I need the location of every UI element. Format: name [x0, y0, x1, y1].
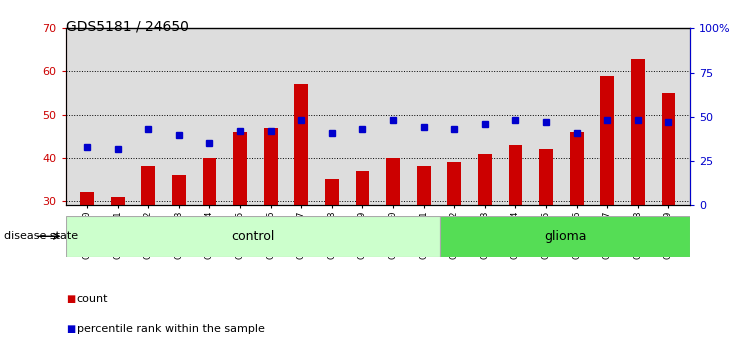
Bar [600, 76, 614, 205]
Bar [172, 175, 186, 205]
Bar [417, 166, 431, 205]
Bar [66, 216, 440, 257]
Bar [386, 158, 400, 205]
Text: control: control [231, 230, 274, 243]
Bar [356, 171, 369, 205]
Bar [631, 58, 645, 205]
Bar [142, 166, 155, 205]
Bar [661, 93, 675, 205]
Bar [325, 179, 339, 205]
Text: percentile rank within the sample: percentile rank within the sample [77, 324, 264, 334]
Bar [478, 154, 492, 205]
Bar [569, 132, 583, 205]
Bar [509, 145, 523, 205]
Bar [447, 162, 461, 205]
Bar [294, 85, 308, 205]
Text: disease state: disease state [4, 231, 78, 241]
Text: ■: ■ [66, 294, 75, 304]
Bar [440, 216, 690, 257]
Bar [80, 192, 94, 205]
Bar [539, 149, 553, 205]
Bar [203, 158, 216, 205]
Text: GDS5181 / 24650: GDS5181 / 24650 [66, 19, 188, 34]
Bar [264, 127, 277, 205]
Bar [111, 197, 125, 205]
Bar [233, 132, 247, 205]
Text: ■: ■ [66, 324, 75, 334]
Text: count: count [77, 294, 108, 304]
Text: glioma: glioma [544, 230, 586, 243]
